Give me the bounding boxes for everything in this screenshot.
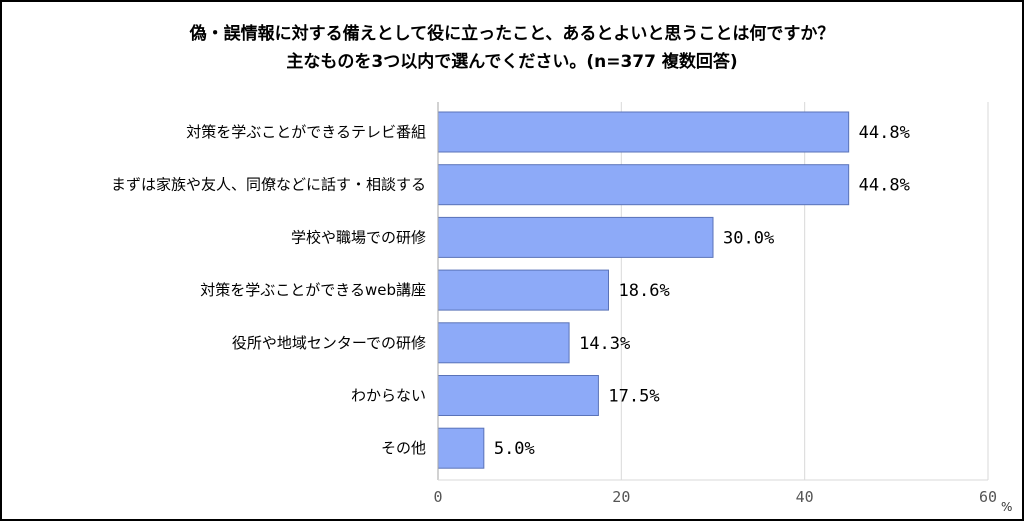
value-label: 44.8% — [859, 176, 910, 196]
x-tick-label: 60 — [979, 488, 997, 506]
bar — [437, 322, 570, 364]
bar — [437, 269, 609, 311]
value-label: 30.0% — [723, 228, 774, 248]
category-label: 役所や地域センターでの研修 — [232, 334, 426, 352]
chart-subtitle: 主なものを3つ以内で選んでください。(n=377 複数回答) — [286, 52, 738, 72]
category-label: 対策を学ぶことができるweb講座 — [200, 281, 426, 299]
chart-title: 偽・誤情報に対する備えとして役に立ったこと、あるとよいと思うことは何ですか？ — [189, 24, 835, 44]
bar — [437, 111, 850, 153]
x-tick-label: 0 — [433, 488, 442, 506]
value-label: 14.3% — [579, 334, 630, 354]
category-label: わからない — [351, 387, 426, 405]
value-label: 5.0% — [494, 439, 535, 459]
bar — [437, 216, 714, 258]
bar — [437, 164, 850, 206]
category-label: その他 — [381, 439, 426, 457]
category-label: まずは家族や友人、同僚などに話す・相談する — [111, 176, 426, 194]
x-tick-label: 40 — [796, 488, 814, 506]
category-label: 学校や職場での研修 — [291, 228, 426, 246]
bar — [437, 375, 599, 416]
value-label: 18.6% — [619, 281, 670, 301]
x-axis-unit: % — [1001, 500, 1012, 514]
category-label: 対策を学ぶことができるテレビ番組 — [186, 123, 426, 141]
value-label: 17.5% — [608, 387, 659, 407]
value-label: 44.8% — [859, 123, 910, 143]
bar — [437, 427, 485, 469]
x-tick-label: 20 — [612, 488, 630, 506]
